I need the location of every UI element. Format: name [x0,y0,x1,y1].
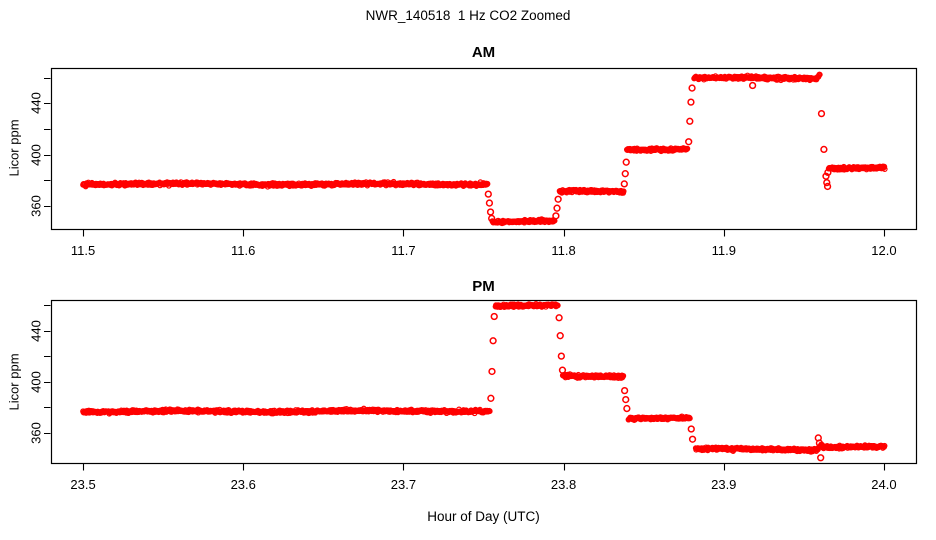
y-tick-label: 400 [28,143,44,166]
y-tick-label: 360 [28,421,44,444]
x-tick-label: 23.8 [550,477,577,492]
panel-title-pm: PM [472,278,495,295]
x-tick-label: 23.5 [70,477,96,492]
x-tick-label: 11.6 [231,243,256,258]
x-tick-label: 23.9 [711,477,737,492]
x-tick-label: 23.6 [230,477,256,492]
y-tick-label: 360 [28,194,44,217]
y-tick-label: 400 [28,370,44,393]
x-tick-label: 24.0 [871,477,897,492]
y-tick-label: 440 [28,92,44,115]
y-tick-label: 440 [28,319,44,342]
x-tick-label: 11.7 [391,243,416,258]
x-tick-label: 11.8 [551,243,576,258]
x-tick-label: 12.0 [871,243,897,258]
figure-title: NWR_140518 1 Hz CO2 Zoomed [365,8,571,23]
x-tick-label: 11.9 [711,243,736,258]
x-tick-label: 11.5 [70,243,96,258]
panel-title-am: AM [471,44,496,61]
x-axis-label: Hour of Day (UTC) [427,509,540,524]
y-axis-label-pm: Licor ppm [6,353,22,411]
y-axis-label-am: Licor ppm [6,119,22,177]
x-tick-label: 23.7 [390,477,417,492]
